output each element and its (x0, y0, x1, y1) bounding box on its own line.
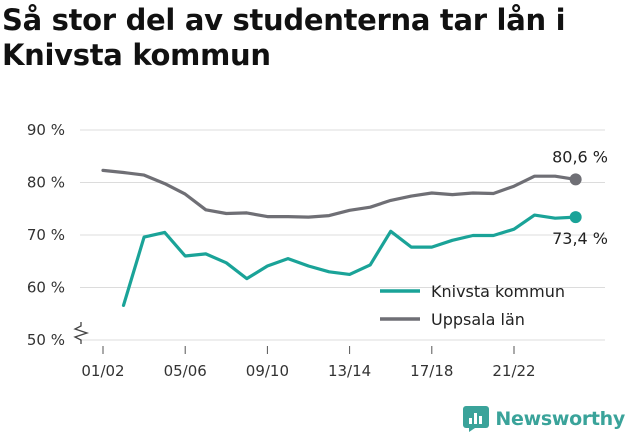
y-axis: 50 % 60 % 70 % 80 % 90 % (27, 121, 90, 349)
end-point-marker-0 (569, 211, 582, 224)
y-tick-label: 80 % (27, 174, 65, 192)
end-point-marker-1 (569, 173, 582, 186)
x-tick-label: 09/10 (246, 362, 289, 380)
y-tick-label: 90 % (27, 121, 65, 139)
x-tick-label: 01/02 (81, 362, 124, 380)
axis-break-icon (73, 322, 90, 344)
x-axis: 01/02 05/06 09/10 13/14 17/18 21/22 (81, 346, 536, 380)
series-lines: 73,4 % 80,6 % (101, 147, 608, 307)
series-line-0 (121, 213, 578, 307)
x-tick-label: 17/18 (410, 362, 453, 380)
x-tick-label: 13/14 (328, 362, 371, 380)
brand-name: Newsworthy (495, 408, 625, 430)
chart-title: Så stor del av studenterna tar lån i Kni… (2, 3, 566, 72)
bar-chart-icon (463, 406, 490, 432)
series-line-1 (101, 168, 578, 219)
legend-label-1: Uppsala län (431, 310, 525, 329)
x-tick-label: 21/22 (492, 362, 535, 380)
newsworthy-logo: Newsworthy (463, 404, 625, 434)
y-tick-label: 60 % (27, 279, 65, 297)
x-tick-label: 05/06 (164, 362, 207, 380)
end-value-label-0: 73,4 % (552, 229, 608, 248)
y-tick-label: 50 % (27, 331, 65, 349)
legend-label-0: Knivsta kommun (431, 282, 565, 301)
end-value-label-1: 80,6 % (552, 147, 608, 166)
grid-lines (80, 129, 605, 341)
legend: Knivsta kommun Uppsala län (380, 282, 565, 329)
y-tick-label: 70 % (27, 226, 65, 244)
